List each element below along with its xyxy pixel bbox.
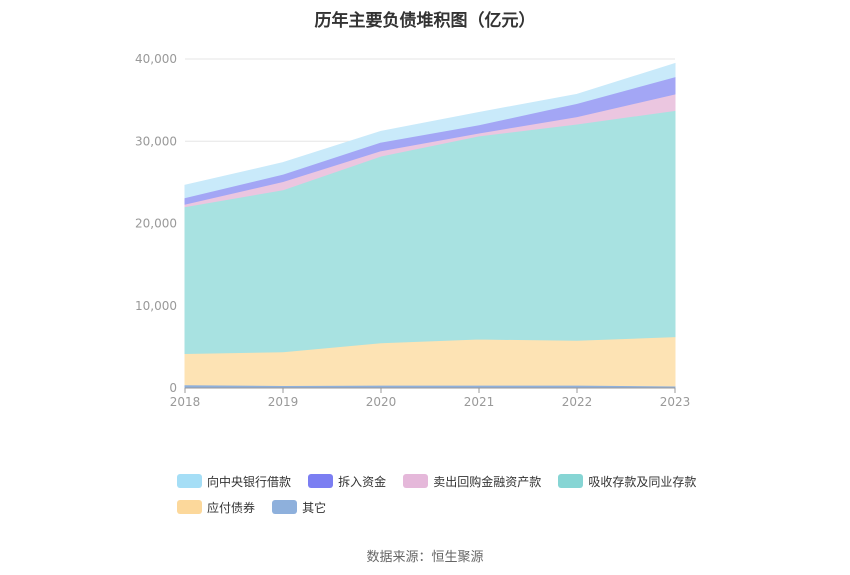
area-吸收存款及同业存款 — [184, 109, 676, 354]
y-tick-label: 10,000 — [135, 299, 177, 313]
legend-swatch — [403, 474, 429, 488]
legend-item-repo[interactable]: 卖出回购金融资产款 — [403, 472, 541, 490]
legend-item-other[interactable]: 其它 — [272, 498, 326, 516]
legend: 向中央银行借款 拆入资金 卖出回购金融资产款 吸收存款及同业存款 应付债券 其它 — [177, 472, 717, 524]
x-tick-label: 2019 — [268, 395, 299, 409]
stacked-area-chart: 0 10,000 20,000 30,000 40,000 2018 2019 2020 202… — [135, 52, 690, 409]
legend-swatch — [177, 500, 202, 514]
x-tick-label: 2022 — [562, 395, 593, 409]
data-source: 数据来源：恒生聚源 — [366, 550, 484, 565]
x-tick-label: 2020 — [366, 395, 397, 409]
x-tick-label: 2023 — [660, 395, 691, 409]
legend-item-borrowings[interactable]: 拆入资金 — [308, 472, 386, 490]
legend-swatch — [558, 474, 584, 488]
legend-item-deposits[interactable]: 吸收存款及同业存款 — [558, 472, 696, 490]
legend-swatch — [177, 474, 202, 488]
legend-item-bonds[interactable]: 应付债券 — [177, 498, 255, 516]
legend-swatch — [272, 500, 298, 514]
y-tick-label: 30,000 — [135, 134, 177, 148]
area-向中央银行借款 — [184, 62, 676, 199]
axes: 0 10,000 20,000 30,000 40,000 2018 2019 2020 202… — [135, 52, 690, 409]
y-tick-label: 20,000 — [135, 217, 177, 231]
area-series — [184, 62, 676, 389]
chart-title: 历年主要负债堆积图（亿元） — [314, 11, 536, 31]
x-tick-label: 2021 — [464, 395, 495, 409]
legend-swatch — [308, 474, 334, 488]
x-tick-label: 2018 — [170, 395, 201, 409]
y-tick-label: 40,000 — [135, 52, 177, 66]
y-tick-label: 0 — [169, 381, 177, 395]
legend-item-central-bank[interactable]: 向中央银行借款 — [177, 472, 291, 490]
